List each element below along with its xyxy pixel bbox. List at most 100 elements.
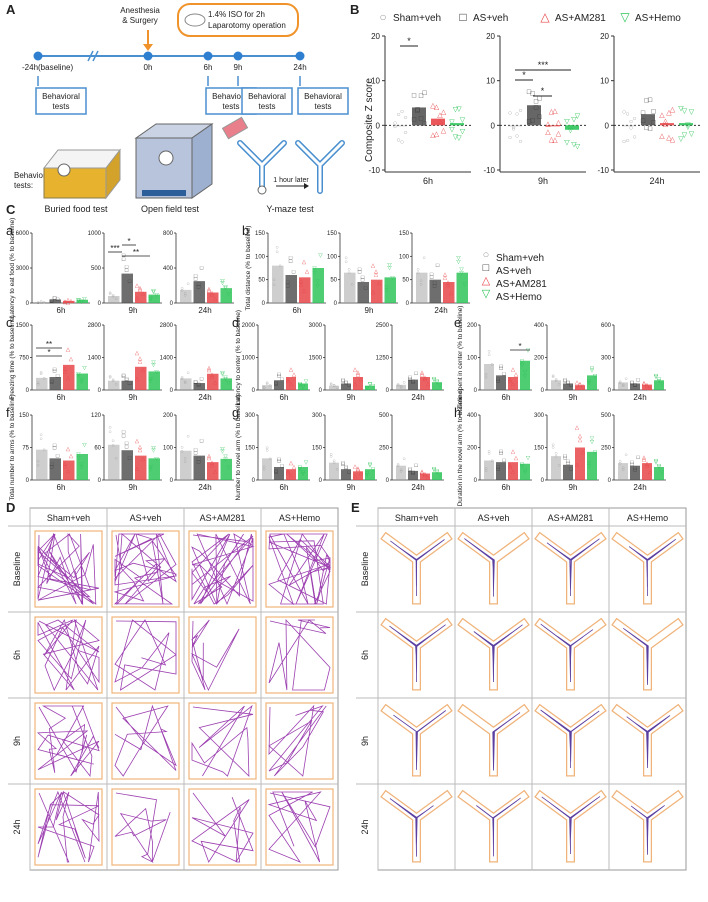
data-point: ▽ xyxy=(79,299,84,305)
data-point: △ xyxy=(426,475,431,481)
bar xyxy=(121,273,133,303)
data-point: ▽ xyxy=(148,296,153,302)
data-point: △ xyxy=(371,263,376,269)
data-point: □ xyxy=(50,462,54,468)
y-tick-label: 150 xyxy=(312,446,323,452)
bar xyxy=(76,454,88,480)
data-point: ▽ xyxy=(568,128,574,135)
y-tick-label: 50 xyxy=(258,278,265,284)
data-point: □ xyxy=(125,268,129,274)
data-point: ○ xyxy=(618,380,621,386)
column-header: AS+AM281 xyxy=(200,513,246,523)
ymaze-track xyxy=(464,538,495,597)
data-point: □ xyxy=(194,451,198,457)
data-point: △ xyxy=(508,377,513,383)
data-point: △ xyxy=(371,289,376,295)
data-point: ○ xyxy=(487,449,490,455)
data-point: △ xyxy=(670,137,676,144)
data-point: □ xyxy=(344,380,348,386)
y-tick-label: 1500 xyxy=(309,356,323,362)
data-point: □ xyxy=(122,373,126,379)
panel-c-behaviors: C○ Sham+veh□ AS+veh△ AS+AM281▽ AS+HemoaLaten… xyxy=(6,202,666,506)
data-point: △ xyxy=(642,457,647,463)
bar xyxy=(660,123,674,126)
data-point: ○ xyxy=(186,434,189,440)
ymaze-inner xyxy=(296,141,344,193)
bar xyxy=(121,450,133,480)
data-point: □ xyxy=(122,374,126,380)
x-tick-label: 9h xyxy=(538,176,548,186)
data-point: □ xyxy=(341,378,345,384)
data-point: ▽ xyxy=(79,465,84,471)
data-point: □ xyxy=(274,470,278,476)
data-point: □ xyxy=(53,443,57,449)
data-point: ▽ xyxy=(590,366,595,372)
sig-label: ** xyxy=(133,248,139,257)
data-point: ▽ xyxy=(657,465,662,471)
y-tick-label: 0 xyxy=(319,478,323,484)
y-tick-label: 500 xyxy=(601,413,612,419)
data-point: ▽ xyxy=(654,375,659,381)
data-point: △ xyxy=(210,292,215,298)
data-point: ▽ xyxy=(298,382,303,388)
bar xyxy=(76,373,88,390)
data-point: △ xyxy=(138,356,143,362)
legend-symbol: ○ xyxy=(379,10,386,24)
data-point: ○ xyxy=(487,352,490,358)
data-point: △ xyxy=(289,473,294,479)
data-point: □ xyxy=(53,295,57,301)
data-point: △ xyxy=(377,281,382,287)
data-point: △ xyxy=(213,469,218,475)
data-point: ○ xyxy=(393,120,397,127)
data-point: ▽ xyxy=(79,380,84,386)
sig-label: *** xyxy=(110,244,119,253)
data-point: □ xyxy=(563,378,567,384)
open-field-track xyxy=(37,790,100,863)
data-point: □ xyxy=(433,284,437,290)
data-point: △ xyxy=(556,130,562,137)
data-point: ▽ xyxy=(318,253,323,259)
behavioral-tests-label: tests xyxy=(259,102,276,111)
data-point: □ xyxy=(412,92,417,99)
data-point: △ xyxy=(66,347,71,353)
subpanel-letter: g xyxy=(232,405,239,420)
data-point: ○ xyxy=(422,256,425,262)
bar xyxy=(496,462,506,480)
data-point: ▽ xyxy=(435,380,440,386)
iso-text: 1.4% ISO for 2h xyxy=(208,10,265,19)
bar xyxy=(63,364,75,390)
x-tick-label: 6h xyxy=(502,393,511,402)
data-point: ▽ xyxy=(151,360,156,366)
ymaze-track xyxy=(541,796,601,855)
data-point: ▽ xyxy=(456,135,462,142)
data-point: □ xyxy=(53,446,57,452)
bar xyxy=(312,268,324,303)
data-point: △ xyxy=(514,456,519,462)
data-point: □ xyxy=(280,463,284,469)
data-point: △ xyxy=(420,470,425,476)
bar xyxy=(679,123,693,126)
legend-label: AS+veh xyxy=(496,266,531,277)
column-header: Sham+veh xyxy=(47,513,90,523)
data-point: △ xyxy=(441,109,447,116)
bar xyxy=(220,458,232,480)
data-point: ○ xyxy=(329,382,332,388)
data-point: □ xyxy=(125,376,129,382)
data-point: ▽ xyxy=(657,378,662,384)
timepoint-label: 6h xyxy=(204,63,213,72)
data-point: △ xyxy=(575,386,580,392)
data-point: ▽ xyxy=(453,134,459,141)
data-point: △ xyxy=(449,291,454,297)
bar xyxy=(432,382,442,390)
data-point: △ xyxy=(552,137,558,144)
data-point: △ xyxy=(645,383,650,389)
data-point: △ xyxy=(207,288,212,294)
open-field-arena xyxy=(111,616,180,694)
bar xyxy=(262,458,272,480)
data-point: □ xyxy=(412,116,417,123)
data-point: ○ xyxy=(396,137,400,144)
data-point: △ xyxy=(207,287,212,293)
data-point: ▽ xyxy=(315,284,320,290)
axis-label: Freezing time (% to baseline) xyxy=(9,315,16,400)
data-point: ○ xyxy=(399,385,402,391)
